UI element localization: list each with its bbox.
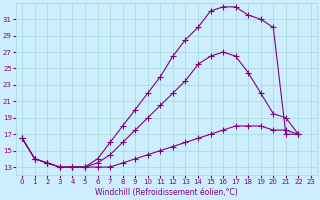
X-axis label: Windchill (Refroidissement éolien,°C): Windchill (Refroidissement éolien,°C) xyxy=(95,188,238,197)
